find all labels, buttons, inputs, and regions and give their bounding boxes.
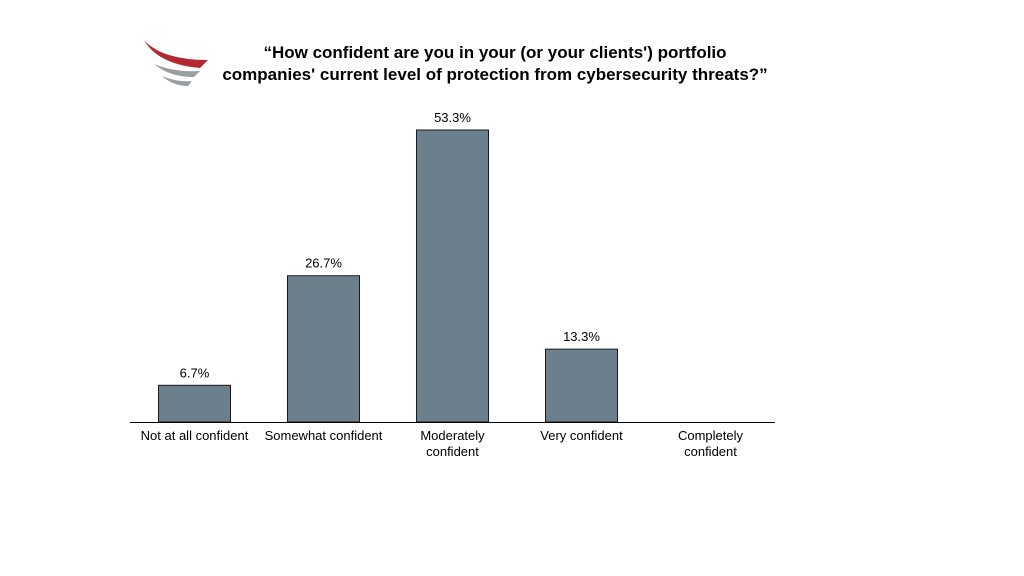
bars-group: [158, 129, 618, 423]
category-label-2-0: Moderately: [420, 428, 485, 443]
category-label-2-1: confident: [426, 444, 479, 459]
data-labels-group: 6.7% 26.7% 53.3% 13.3%: [180, 110, 601, 380]
category-label-1-0: Somewhat confident: [265, 428, 383, 443]
category-label-0-0: Not at all confident: [141, 428, 249, 443]
data-label-0: 6.7%: [180, 365, 210, 380]
bar-0: [158, 384, 231, 423]
chart-title: “How confident are you in your (or your …: [215, 42, 775, 86]
bar-1: [287, 275, 360, 423]
category-label-4-1: confident: [684, 444, 737, 459]
bar-2: [416, 129, 489, 423]
data-label-1: 26.7%: [305, 256, 342, 271]
chart-title-line-1: “How confident are you in your (or your …: [263, 43, 727, 62]
bar-3: [545, 348, 618, 423]
category-label-3-0: Very confident: [540, 428, 623, 443]
category-labels-group: Not at all confident Somewhat confident Mo…: [141, 428, 744, 459]
data-label-3: 13.3%: [563, 329, 600, 344]
wing-logo-icon: [144, 40, 208, 86]
category-label-4-0: Completely: [678, 428, 744, 443]
chart-title-line-2: companies' current level of protection f…: [222, 65, 768, 84]
data-label-2: 53.3%: [434, 110, 471, 125]
